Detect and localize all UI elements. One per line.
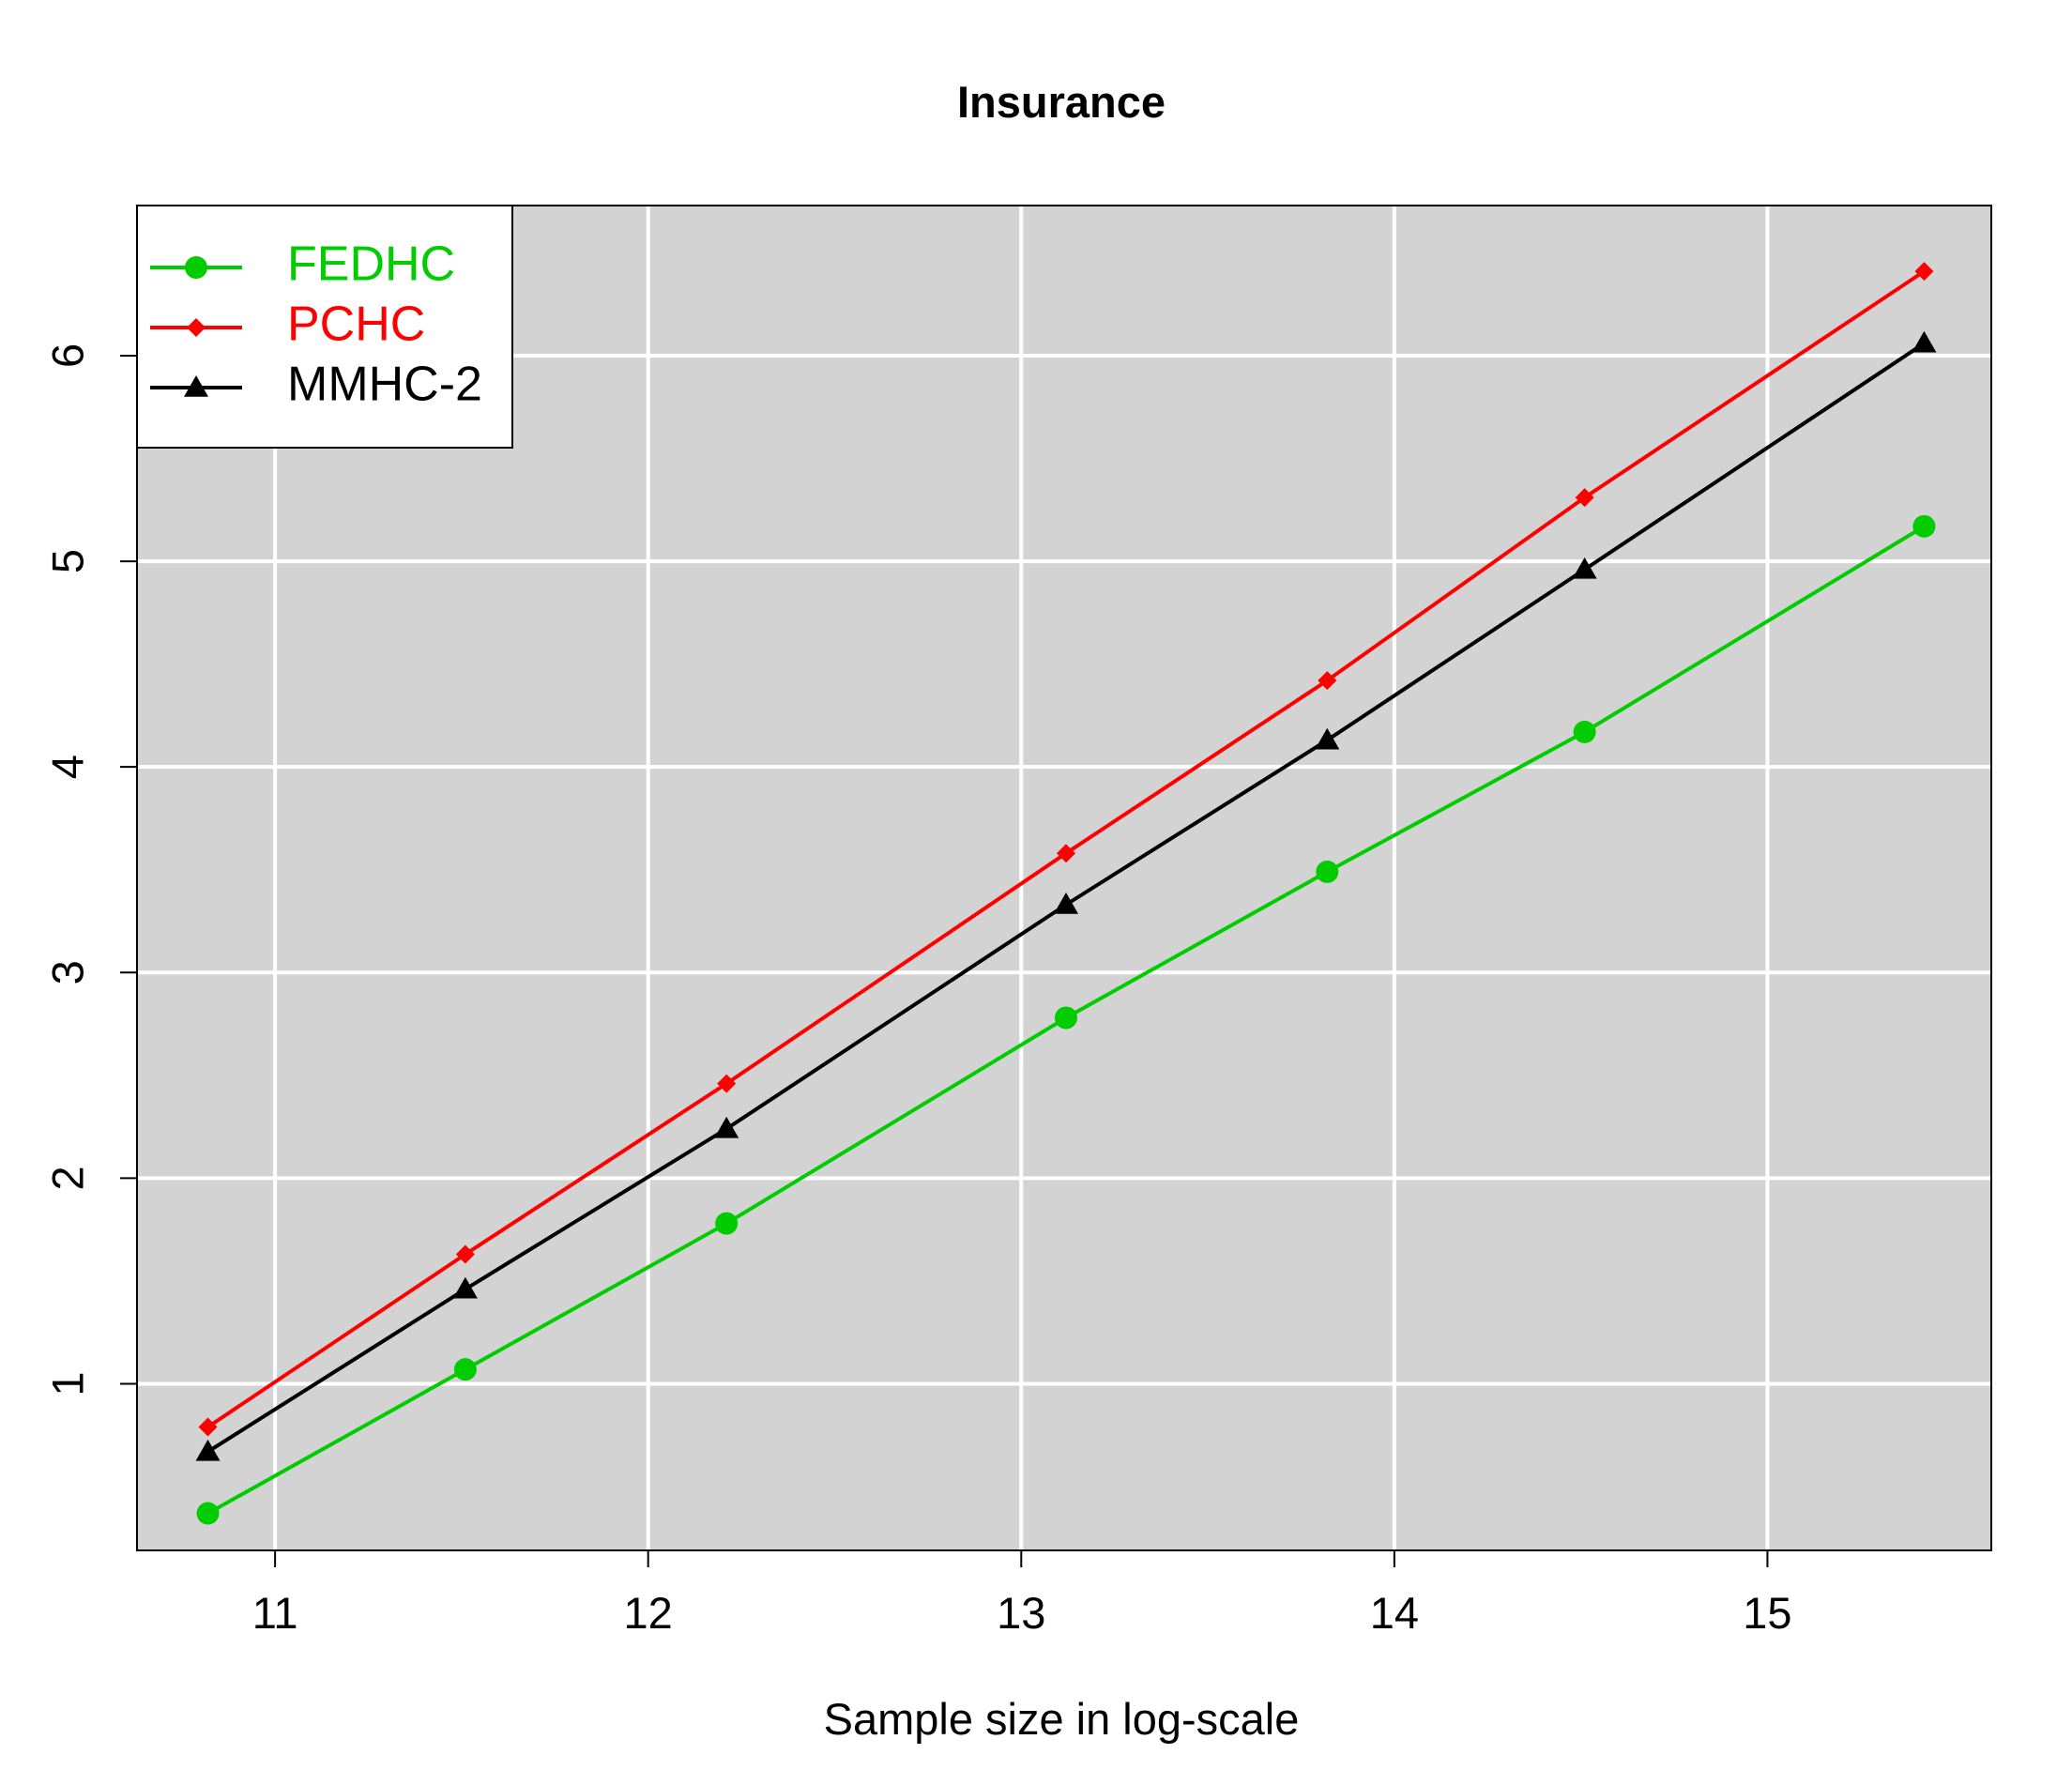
x-axis: 11 12 13 14 15 [252,1550,1792,1638]
y-tick-label: 5 [42,549,92,573]
x-tick-label: 15 [1743,1588,1791,1638]
x-tick-label: 11 [252,1588,298,1638]
y-tick-label: 2 [42,1166,92,1190]
y-axis: 1 2 3 4 5 6 [42,343,137,1396]
data-point [1912,514,1936,538]
y-tick-label: 6 [42,343,92,368]
x-tick-label: 13 [997,1588,1045,1638]
data-point [1315,727,1340,750]
data-point [198,1417,218,1437]
data-point [453,1358,477,1381]
legend-marker [185,256,207,279]
y-tick-label: 4 [42,755,92,779]
legend-label: FEDHC [287,237,455,292]
legend-item-pchc: PCHC [150,298,425,352]
legend-marker [184,375,208,397]
data-point [1912,330,1937,353]
chart-title: Insurance [957,77,1166,127]
legend: FEDHC PCHC MMHC-2 [136,205,513,449]
data-point [715,1212,739,1235]
y-tick-label: 3 [42,960,92,984]
data-point [1056,844,1075,863]
data-point [1575,488,1594,508]
x-tick-label: 14 [1370,1588,1419,1638]
legend-label: PCHC [287,298,425,352]
legend-marker [187,318,206,337]
series-mmhc-2 [195,330,1937,1461]
data-point [1572,557,1597,579]
data-point [452,1276,478,1299]
data-point [1318,671,1337,691]
series-pchc [198,262,1934,1437]
data-point [455,1244,475,1264]
data-point [196,1502,220,1525]
data-point [1573,720,1596,743]
legend-label: MMHC-2 [287,358,482,412]
grid [137,206,1991,1550]
legend-item-mmhc-2: MMHC-2 [150,358,482,412]
y-tick-label: 1 [42,1371,92,1396]
series-fedhc [196,514,1936,1525]
x-tick-label: 12 [624,1588,673,1638]
data-point [1316,860,1339,883]
data-point [1914,262,1934,282]
data-point [195,1439,221,1461]
data-point [1053,892,1078,914]
data-point [1054,1006,1077,1030]
legend-item-fedhc: FEDHC [150,237,455,292]
data-point [714,1116,739,1138]
data-point [717,1074,737,1093]
plot-frame [136,205,1992,1551]
x-axis-label: Sample size in log-scale [824,1694,1300,1744]
